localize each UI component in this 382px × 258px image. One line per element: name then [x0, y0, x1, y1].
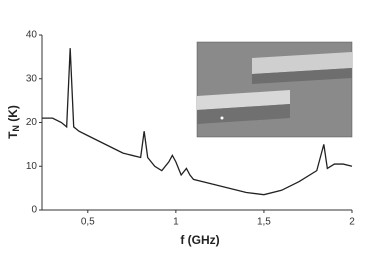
x-tick-label: 2: [349, 217, 355, 228]
x-tick-label: 0,5: [81, 217, 95, 228]
y-tick-label: 0: [31, 205, 37, 216]
y-tick-label: 20: [26, 117, 38, 128]
y-tick-label: 30: [26, 73, 38, 84]
inset-image: [196, 41, 353, 138]
y-tick-label: 10: [26, 161, 38, 172]
x-tick-label: 1,5: [257, 217, 271, 228]
data-line: [42, 48, 353, 196]
x-axis-label: f (GHz): [180, 233, 219, 247]
x-tick-label: 1: [173, 217, 179, 228]
y-axis-label: TN (K): [6, 105, 21, 139]
y-tick-label: 40: [26, 30, 38, 41]
